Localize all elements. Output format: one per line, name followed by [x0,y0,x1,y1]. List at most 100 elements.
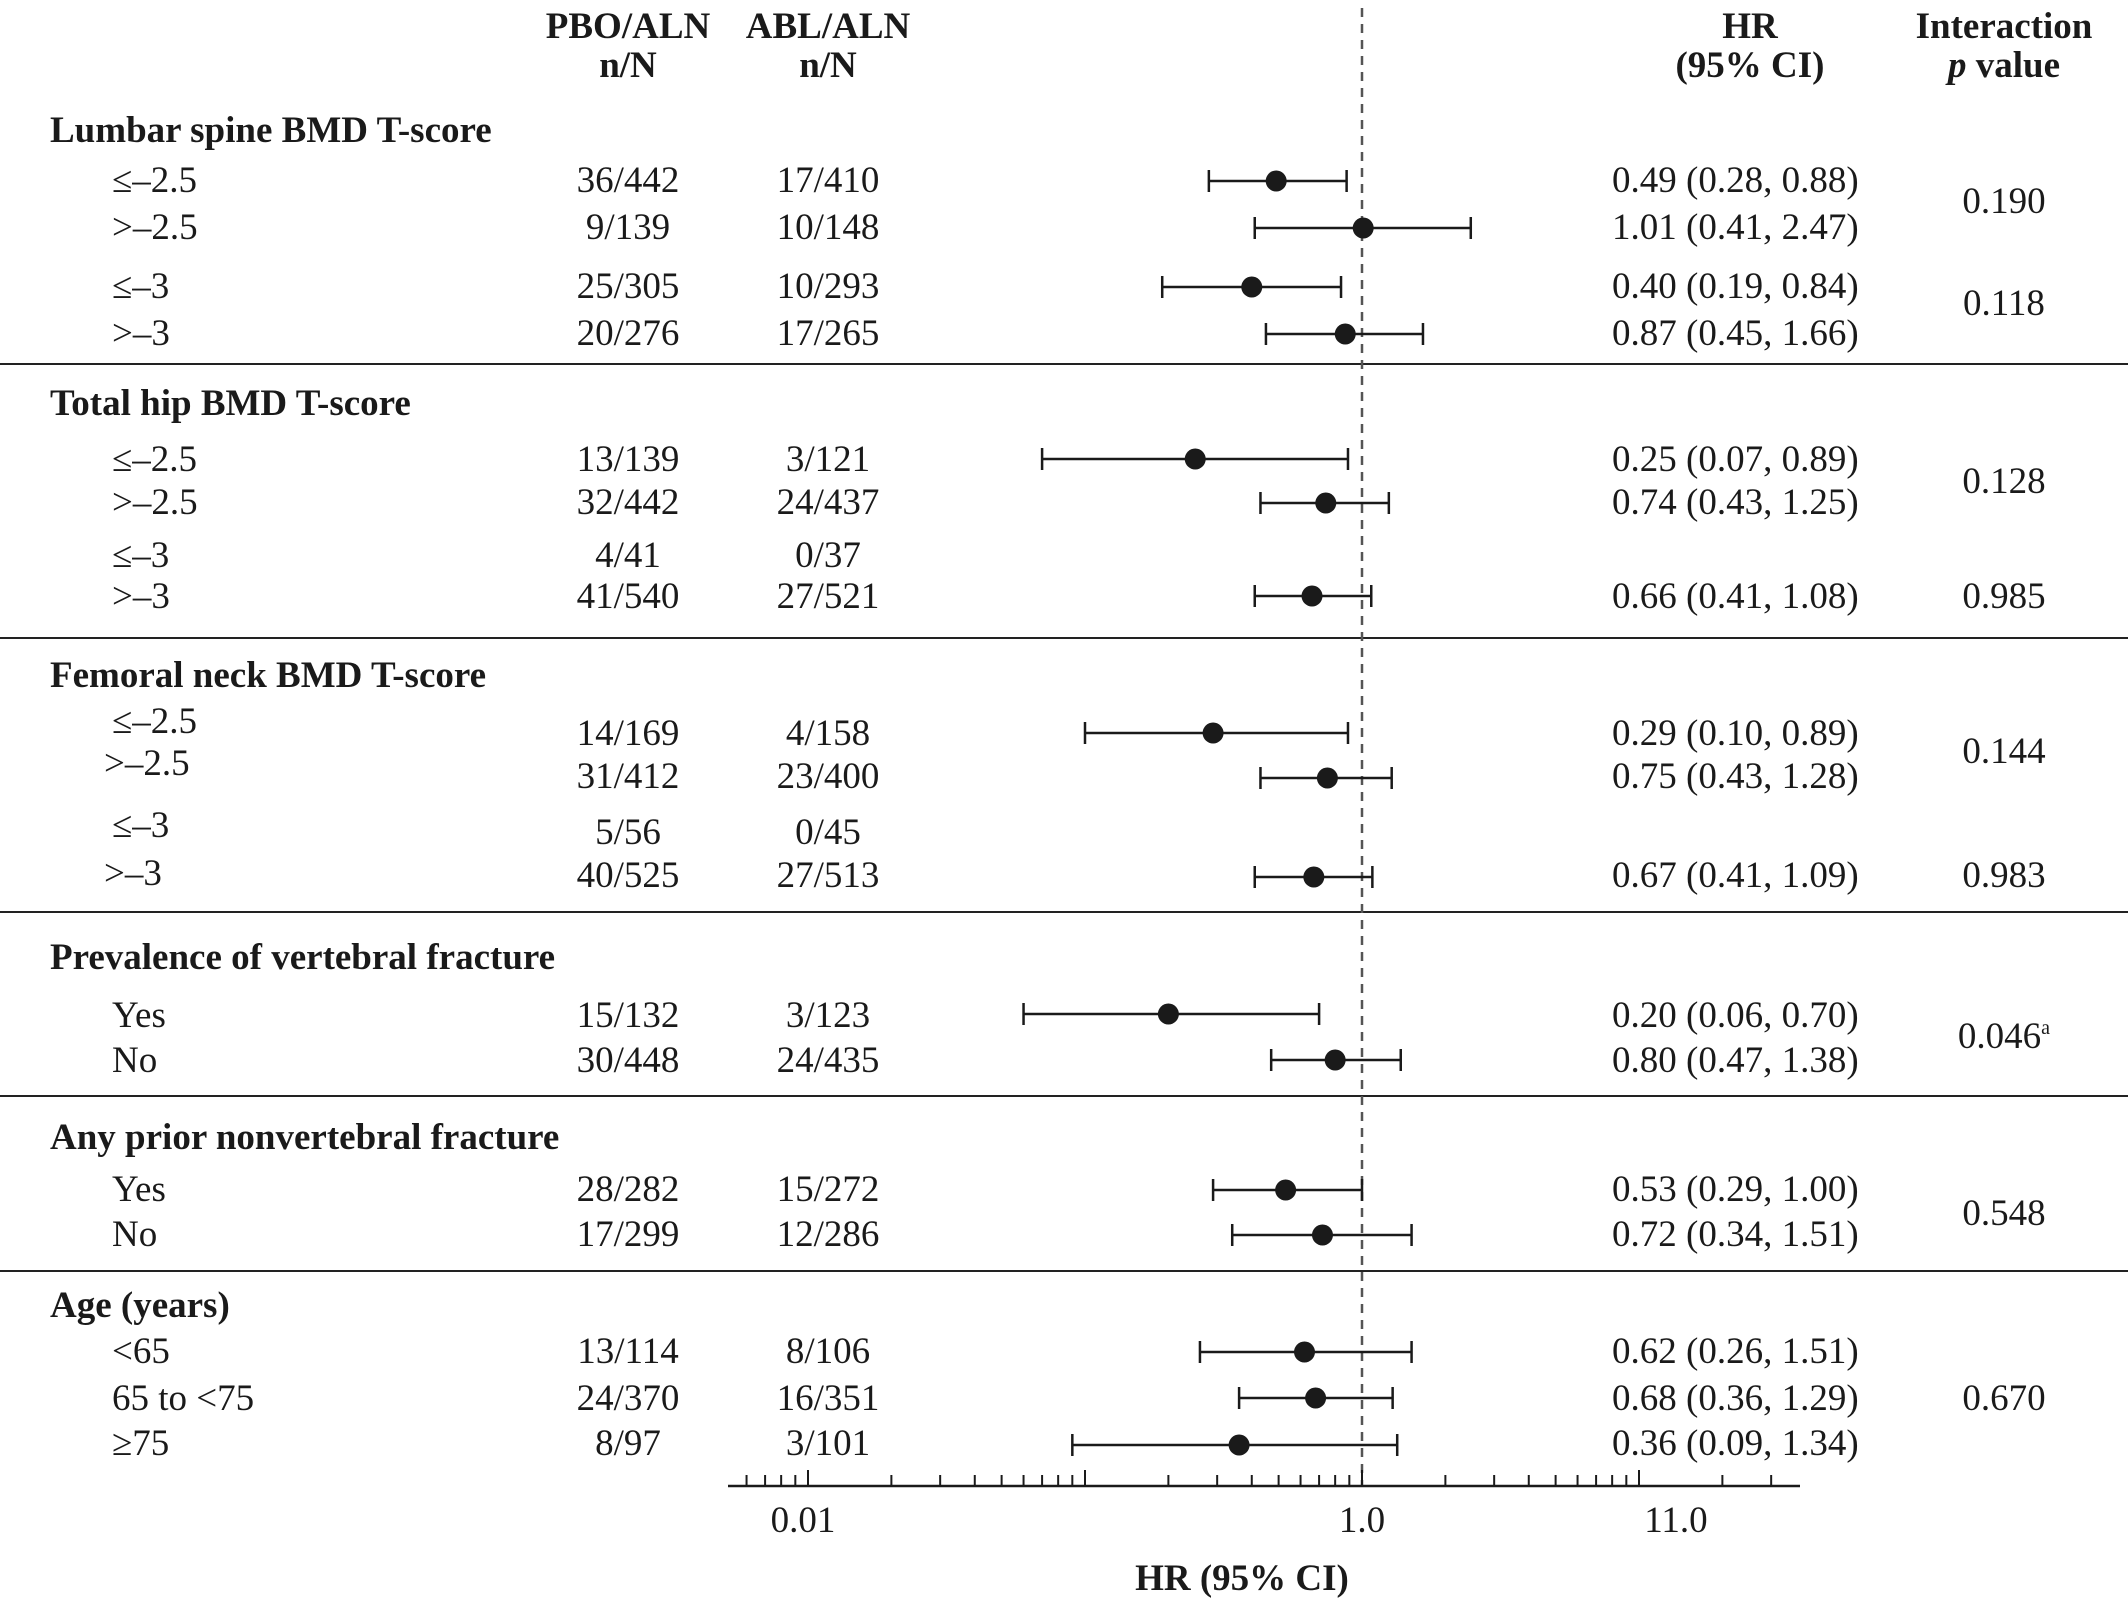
pbo-count: 15/132 [576,995,680,1036]
header-p-rest: value [1966,45,2061,86]
x-tick-label: 0.01 [771,1500,836,1541]
abl-count: 10/148 [776,207,880,248]
abl-count: 24/435 [776,1040,880,1081]
interaction-p-value: 0.128 [1962,461,2046,502]
row-label: >–3 [112,576,170,617]
interaction-p-value: 0.046a [1904,1018,2104,1055]
header-abl-line2: n/N [799,45,857,86]
pbo-count: 13/139 [576,439,680,480]
hr-point [1334,323,1356,345]
row-label: >–2.5 [112,207,198,248]
hr-ci-value: 1.01 (0.41, 2.47) [1612,207,1859,248]
hr-ci-value: 0.87 (0.45, 1.66) [1612,313,1859,354]
row-label: ≤–2.5 [112,439,198,480]
pbo-count: 25/305 [576,266,680,307]
row-label: ≤–3 [112,805,170,846]
hr-ci-value: 0.67 (0.41, 1.09) [1612,855,1859,896]
hr-point [1316,767,1338,789]
hr-point [1157,1003,1179,1025]
abl-count: 12/286 [776,1214,880,1255]
interaction-p-value: 0.670 [1962,1378,2046,1419]
hr-ci-value: 0.66 (0.41, 1.08) [1612,576,1859,617]
interaction-p-value-number: 0.046 [1957,1016,2042,1057]
section-title-nonvertebral: Any prior nonvertebral fracture [50,1117,560,1158]
abl-count: 23/400 [776,756,880,797]
row-label: ≤–3 [112,535,170,576]
hr-point [1303,866,1325,888]
row-label: Yes [112,995,166,1036]
section-divider [0,1095,2128,1097]
abl-count: 27/513 [776,855,880,896]
section-title-vertebral: Prevalence of vertebral fracture [50,937,556,978]
abl-count: 10/293 [776,266,880,307]
pbo-count: 9/139 [585,207,671,248]
pbo-count: 28/282 [576,1169,680,1210]
abl-count: 3/121 [785,439,871,480]
hr-ci-value: 0.40 (0.19, 0.84) [1612,266,1859,307]
header-p-line1: Interaction [1915,6,2093,47]
header-pbo-line1: PBO/ALN [545,6,711,47]
row-label: ≤–3 [112,266,170,307]
pbo-count: 20/276 [576,313,680,354]
hr-ci-value: 0.72 (0.34, 1.51) [1612,1214,1859,1255]
abl-count: 17/265 [776,313,880,354]
row-label: >–3 [104,853,162,894]
hr-ci-value: 0.25 (0.07, 0.89) [1612,439,1859,480]
hr-ci-value: 0.74 (0.43, 1.25) [1612,482,1859,523]
hr-ci-value: 0.20 (0.06, 0.70) [1612,995,1859,1036]
header-hr-line1: HR [1722,6,1778,47]
abl-count: 17/410 [776,160,880,201]
section-divider [0,363,2128,365]
row-label: No [112,1040,158,1081]
abl-count: 8/106 [785,1331,871,1372]
pbo-count: 30/448 [576,1040,680,1081]
abl-count: 0/45 [795,812,861,853]
row-label: >–3 [112,313,170,354]
abl-count: 4/158 [785,713,871,754]
hr-ci-value: 0.49 (0.28, 0.88) [1612,160,1859,201]
section-divider [0,911,2128,913]
section-divider [0,1270,2128,1272]
hr-ci-value: 0.36 (0.09, 1.34) [1612,1423,1859,1464]
abl-count: 3/123 [785,995,871,1036]
section-title-total-hip: Total hip BMD T-score [50,383,411,424]
row-label: ≤–2.5 [112,701,198,742]
section-title-age: Age (years) [50,1285,230,1326]
row-label: <65 [112,1331,170,1372]
abl-count: 16/351 [776,1378,880,1419]
row-label: >–2.5 [104,743,190,784]
header-p-italic: p [1947,45,1967,86]
pbo-count: 14/169 [576,713,680,754]
pbo-count: 17/299 [576,1214,680,1255]
hr-point [1265,170,1287,192]
hr-point [1293,1341,1315,1363]
row-label: >–2.5 [112,482,198,523]
hr-point [1305,1387,1327,1409]
interaction-p-value: 0.548 [1962,1193,2046,1234]
abl-count: 24/437 [776,482,880,523]
hr-point [1352,217,1374,239]
hr-point [1184,448,1206,470]
hr-point [1275,1179,1297,1201]
abl-count: 15/272 [776,1169,880,1210]
interaction-p-value: 0.144 [1962,731,2046,772]
pbo-count: 31/412 [576,756,680,797]
abl-count: 0/37 [795,535,861,576]
x-tick-label: 1.0 [1339,1500,1385,1541]
section-title-lumbar: Lumbar spine BMD T-score [50,110,492,151]
hr-ci-value: 0.29 (0.10, 0.89) [1612,713,1859,754]
hr-point [1315,492,1337,514]
interaction-p-value: 0.985 [1962,576,2046,617]
header-p-line2: p value [1884,47,2124,84]
header-abl-line1: ABL/ALN [745,6,911,47]
pbo-count: 40/525 [576,855,680,896]
pbo-count: 13/114 [577,1331,679,1372]
hr-point [1241,276,1263,298]
interaction-p-value: 0.190 [1962,181,2046,222]
hr-point [1301,585,1323,607]
pbo-count: 32/442 [576,482,680,523]
row-label: ≥75 [112,1423,170,1464]
hr-ci-value: 0.68 (0.36, 1.29) [1612,1378,1859,1419]
hr-point [1311,1224,1333,1246]
